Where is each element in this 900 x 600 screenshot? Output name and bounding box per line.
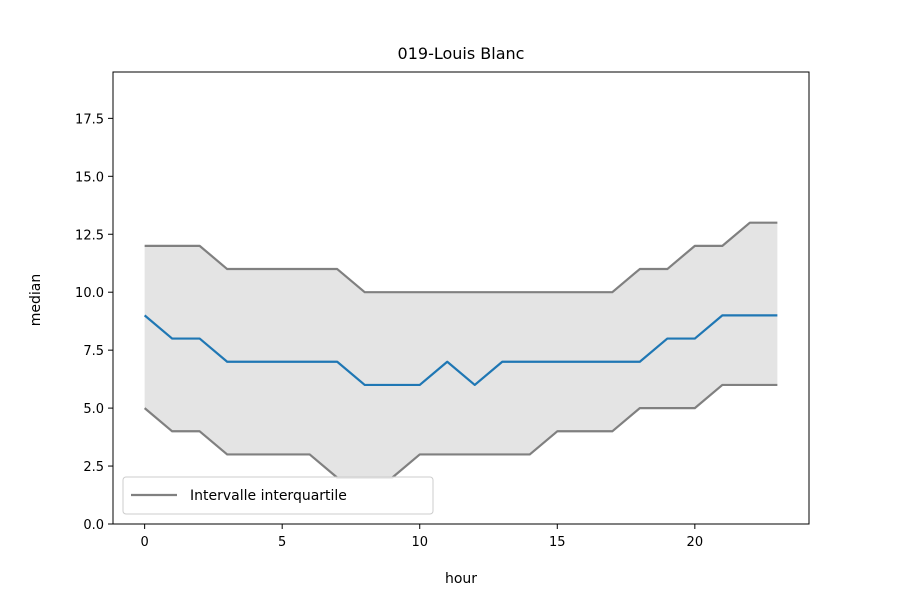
legend-label: Intervalle interquartile: [190, 488, 347, 504]
median-line: [143, 314, 778, 387]
legend-box: [122, 476, 434, 515]
x-tick-label: 10: [411, 535, 428, 550]
y-tick-label: 10.0: [75, 286, 104, 301]
x-axis-title: hour: [445, 571, 477, 587]
x-axis: 0 5 10 15 20: [140, 524, 703, 550]
y-tick-label: 15.0: [75, 170, 104, 185]
x-tick-label: 5: [278, 535, 286, 550]
upper-quartile-line: [144, 221, 778, 294]
chart-title: 019-Louis Blanc: [398, 44, 525, 63]
x-tick-label: 20: [687, 535, 704, 550]
y-tick-label: 2.5: [83, 460, 104, 475]
legend: Intervalle interquartile: [122, 476, 434, 515]
plot-area: [143, 221, 778, 479]
plot-frame: [112, 71, 810, 525]
lower-quartile-line: [143, 383, 778, 479]
y-axis: 0.0 2.5 5.0 7.5 10.0 12.5 15.0 17.5: [75, 112, 113, 533]
y-tick-label: 12.5: [75, 228, 104, 243]
x-tick-label: 15: [549, 535, 566, 550]
interquartile-band: [144, 222, 778, 478]
y-tick-label: 17.5: [75, 112, 104, 127]
y-tick-label: 7.5: [83, 344, 104, 359]
x-tick-label: 0: [140, 535, 148, 550]
y-tick-label: 5.0: [83, 402, 104, 417]
y-axis-title: median: [28, 274, 44, 326]
y-tick-label: 0.0: [83, 518, 104, 533]
